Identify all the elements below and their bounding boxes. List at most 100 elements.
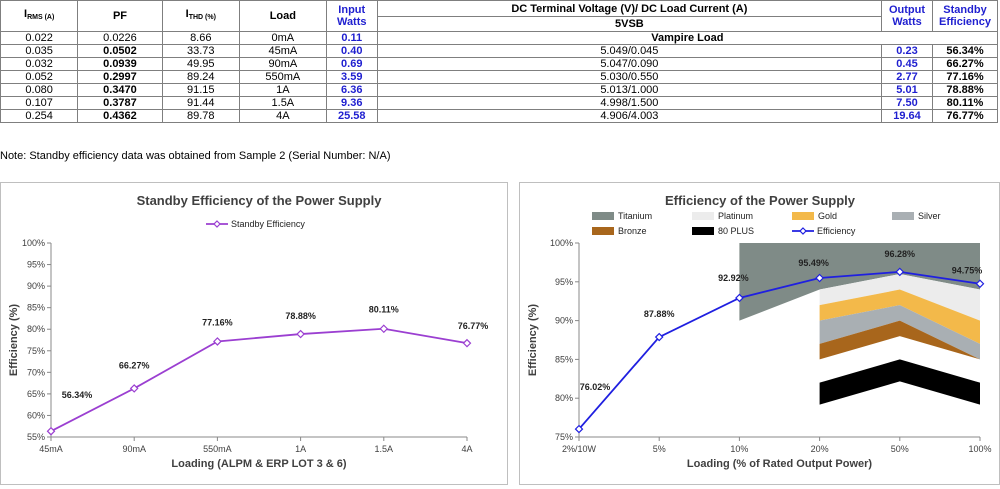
efficiency-chart-svg: Efficiency of the Power Supply 75% 80% 85% 9… — [527, 193, 992, 470]
legend-bronze-swatch — [592, 227, 614, 235]
table-row: 0.032 0.0939 49.95 90mA 0.69 5.047/0.090 0.45 6… — [0, 57, 998, 71]
data-label: 77.16% — [202, 317, 233, 327]
x-tick-label: 10% — [730, 444, 748, 454]
y-tick-label: 95% — [555, 277, 573, 287]
cell-irms: 0.080 — [0, 83, 79, 97]
irms-header: I — [24, 8, 28, 20]
band-platinum — [819, 274, 980, 321]
cell-input: 0.69 — [325, 57, 378, 71]
y-tick-label: 90% — [555, 316, 573, 326]
cell-ithd: 89.78 — [161, 109, 240, 123]
cell-output: 7.50 — [881, 96, 933, 110]
band-silver — [819, 305, 980, 360]
table-row-vampire: 0.022 0.0226 8.66 0mA 0.11 Vampire Load — [0, 31, 999, 45]
data-point — [129, 384, 139, 393]
cell-output: 19.64 — [881, 109, 933, 123]
data-label: 92.92% — [718, 273, 749, 283]
cell-output: 0.23 — [881, 44, 933, 58]
efficiency-table: IRMS (A) PF ITHD (%) Load Input Watts DC… — [0, 0, 999, 123]
y-tick-label: 80% — [27, 324, 45, 334]
data-point — [735, 293, 744, 303]
x-tick-label: 90mA — [122, 444, 146, 454]
cell-dc: 5.030/0.550 — [376, 70, 883, 84]
cell-dc: 5.047/0.090 — [376, 57, 883, 71]
x-tick-label: 20% — [811, 444, 829, 454]
cell-input: 25.58 — [325, 109, 378, 123]
footnote: Note: Standby efficiency data was obtain… — [0, 150, 391, 162]
cell-pf: 0.2997 — [77, 70, 163, 84]
cell-ithd: 91.44 — [161, 96, 240, 110]
cell-load: 1.5A — [238, 96, 327, 110]
cell-ithd: 91.15 — [161, 83, 240, 97]
cell-load: 90mA — [238, 57, 327, 71]
cell-dc: 4.906/4.003 — [376, 109, 883, 123]
y-tick-label: 95% — [27, 260, 45, 270]
cell-input: 0.40 — [325, 44, 378, 58]
chart-title: Standby Efficiency of the Power Supply — [137, 193, 383, 208]
x-tick-label: 50% — [891, 444, 909, 454]
cell-input: 3.59 — [325, 70, 378, 84]
x-tick-label: 45mA — [39, 444, 63, 454]
col-output-watts: Output Watts — [881, 0, 933, 32]
x-tick-label: 5% — [653, 444, 666, 454]
legend-silver-label: Silver — [918, 211, 941, 221]
band-gold — [819, 289, 980, 344]
cell-pf: 0.3470 — [77, 83, 163, 97]
cell-input: 6.36 — [325, 83, 378, 97]
rail-header: 5VSB — [376, 16, 883, 32]
cell-input: 0.11 — [325, 31, 378, 45]
cell-input: 9.36 — [325, 96, 378, 110]
ithd-header: I — [185, 8, 189, 20]
data-point — [46, 426, 56, 436]
band-bronze — [819, 320, 980, 360]
cell-pf: 0.0226 — [77, 31, 163, 45]
table-row: 0.035 0.0502 33.73 45mA 0.40 5.049/0.045 0.23 5… — [0, 44, 998, 58]
cell-vampire-label: Vampire Load — [376, 31, 999, 45]
cell-dc: 4.998/1.500 — [376, 96, 883, 110]
data-label: 76.77% — [458, 321, 489, 331]
table-header-row: IRMS (A) PF ITHD (%) Load Input Watts DC… — [0, 0, 998, 32]
cell-irms: 0.032 — [0, 57, 79, 71]
table-row: 0.052 0.2997 89.24 550mA 3.59 5.030/0.550 2.77… — [0, 70, 998, 84]
cell-output: 0.45 — [881, 57, 933, 71]
data-point — [975, 279, 985, 289]
standby-efficiency-chart: Standby Efficiency of the Power Supply 55… — [0, 182, 508, 485]
y-tick-label: 55% — [27, 432, 45, 442]
cell-pf: 0.3787 — [77, 96, 163, 110]
cell-irms: 0.107 — [0, 96, 79, 110]
data-point — [815, 273, 824, 283]
cell-eff: 76.77% — [932, 109, 998, 123]
legend-80-plus-swatch — [692, 227, 714, 235]
cell-pf: 0.0939 — [77, 57, 163, 71]
x-axis-label: Loading (% of Rated Output Power) — [687, 458, 872, 470]
cell-pf: 0.4362 — [77, 109, 163, 123]
cell-ithd: 89.24 — [161, 70, 240, 84]
cell-eff: 77.16% — [932, 70, 998, 84]
legend-platinum-swatch — [692, 212, 714, 220]
legend-80-plus-label: 80 PLUS — [718, 226, 754, 236]
data-point — [296, 329, 305, 339]
irms-header-sub: RMS (A) — [27, 14, 55, 21]
col-standby-eff: Standby Efficiency — [932, 0, 998, 32]
band-80-plus — [819, 359, 980, 405]
cell-load: 1A — [238, 83, 327, 97]
legend-platinum-label: Platinum — [718, 211, 753, 221]
cell-pf: 0.0502 — [77, 44, 163, 58]
data-point — [895, 267, 905, 277]
cell-eff: 56.34% — [932, 44, 998, 58]
data-label: 78.88% — [285, 311, 316, 321]
data-label: 96.28% — [885, 249, 916, 259]
data-label: 56.34% — [62, 390, 93, 400]
chart-title: Efficiency of the Power Supply — [665, 193, 856, 208]
cell-output: 2.77 — [881, 70, 933, 84]
legend-bronze-label: Bronze — [618, 226, 647, 236]
col-irms: IRMS (A) — [0, 0, 79, 32]
data-point — [654, 332, 664, 342]
cell-eff: 78.88% — [932, 83, 998, 97]
y-tick-label: 75% — [27, 346, 45, 356]
y-tick-label: 75% — [555, 432, 573, 442]
cell-load: 0mA — [238, 31, 327, 45]
legend-titanium-label: Titanium — [618, 211, 652, 221]
data-label: 87.88% — [644, 309, 675, 319]
y-tick-label: 100% — [22, 238, 45, 248]
